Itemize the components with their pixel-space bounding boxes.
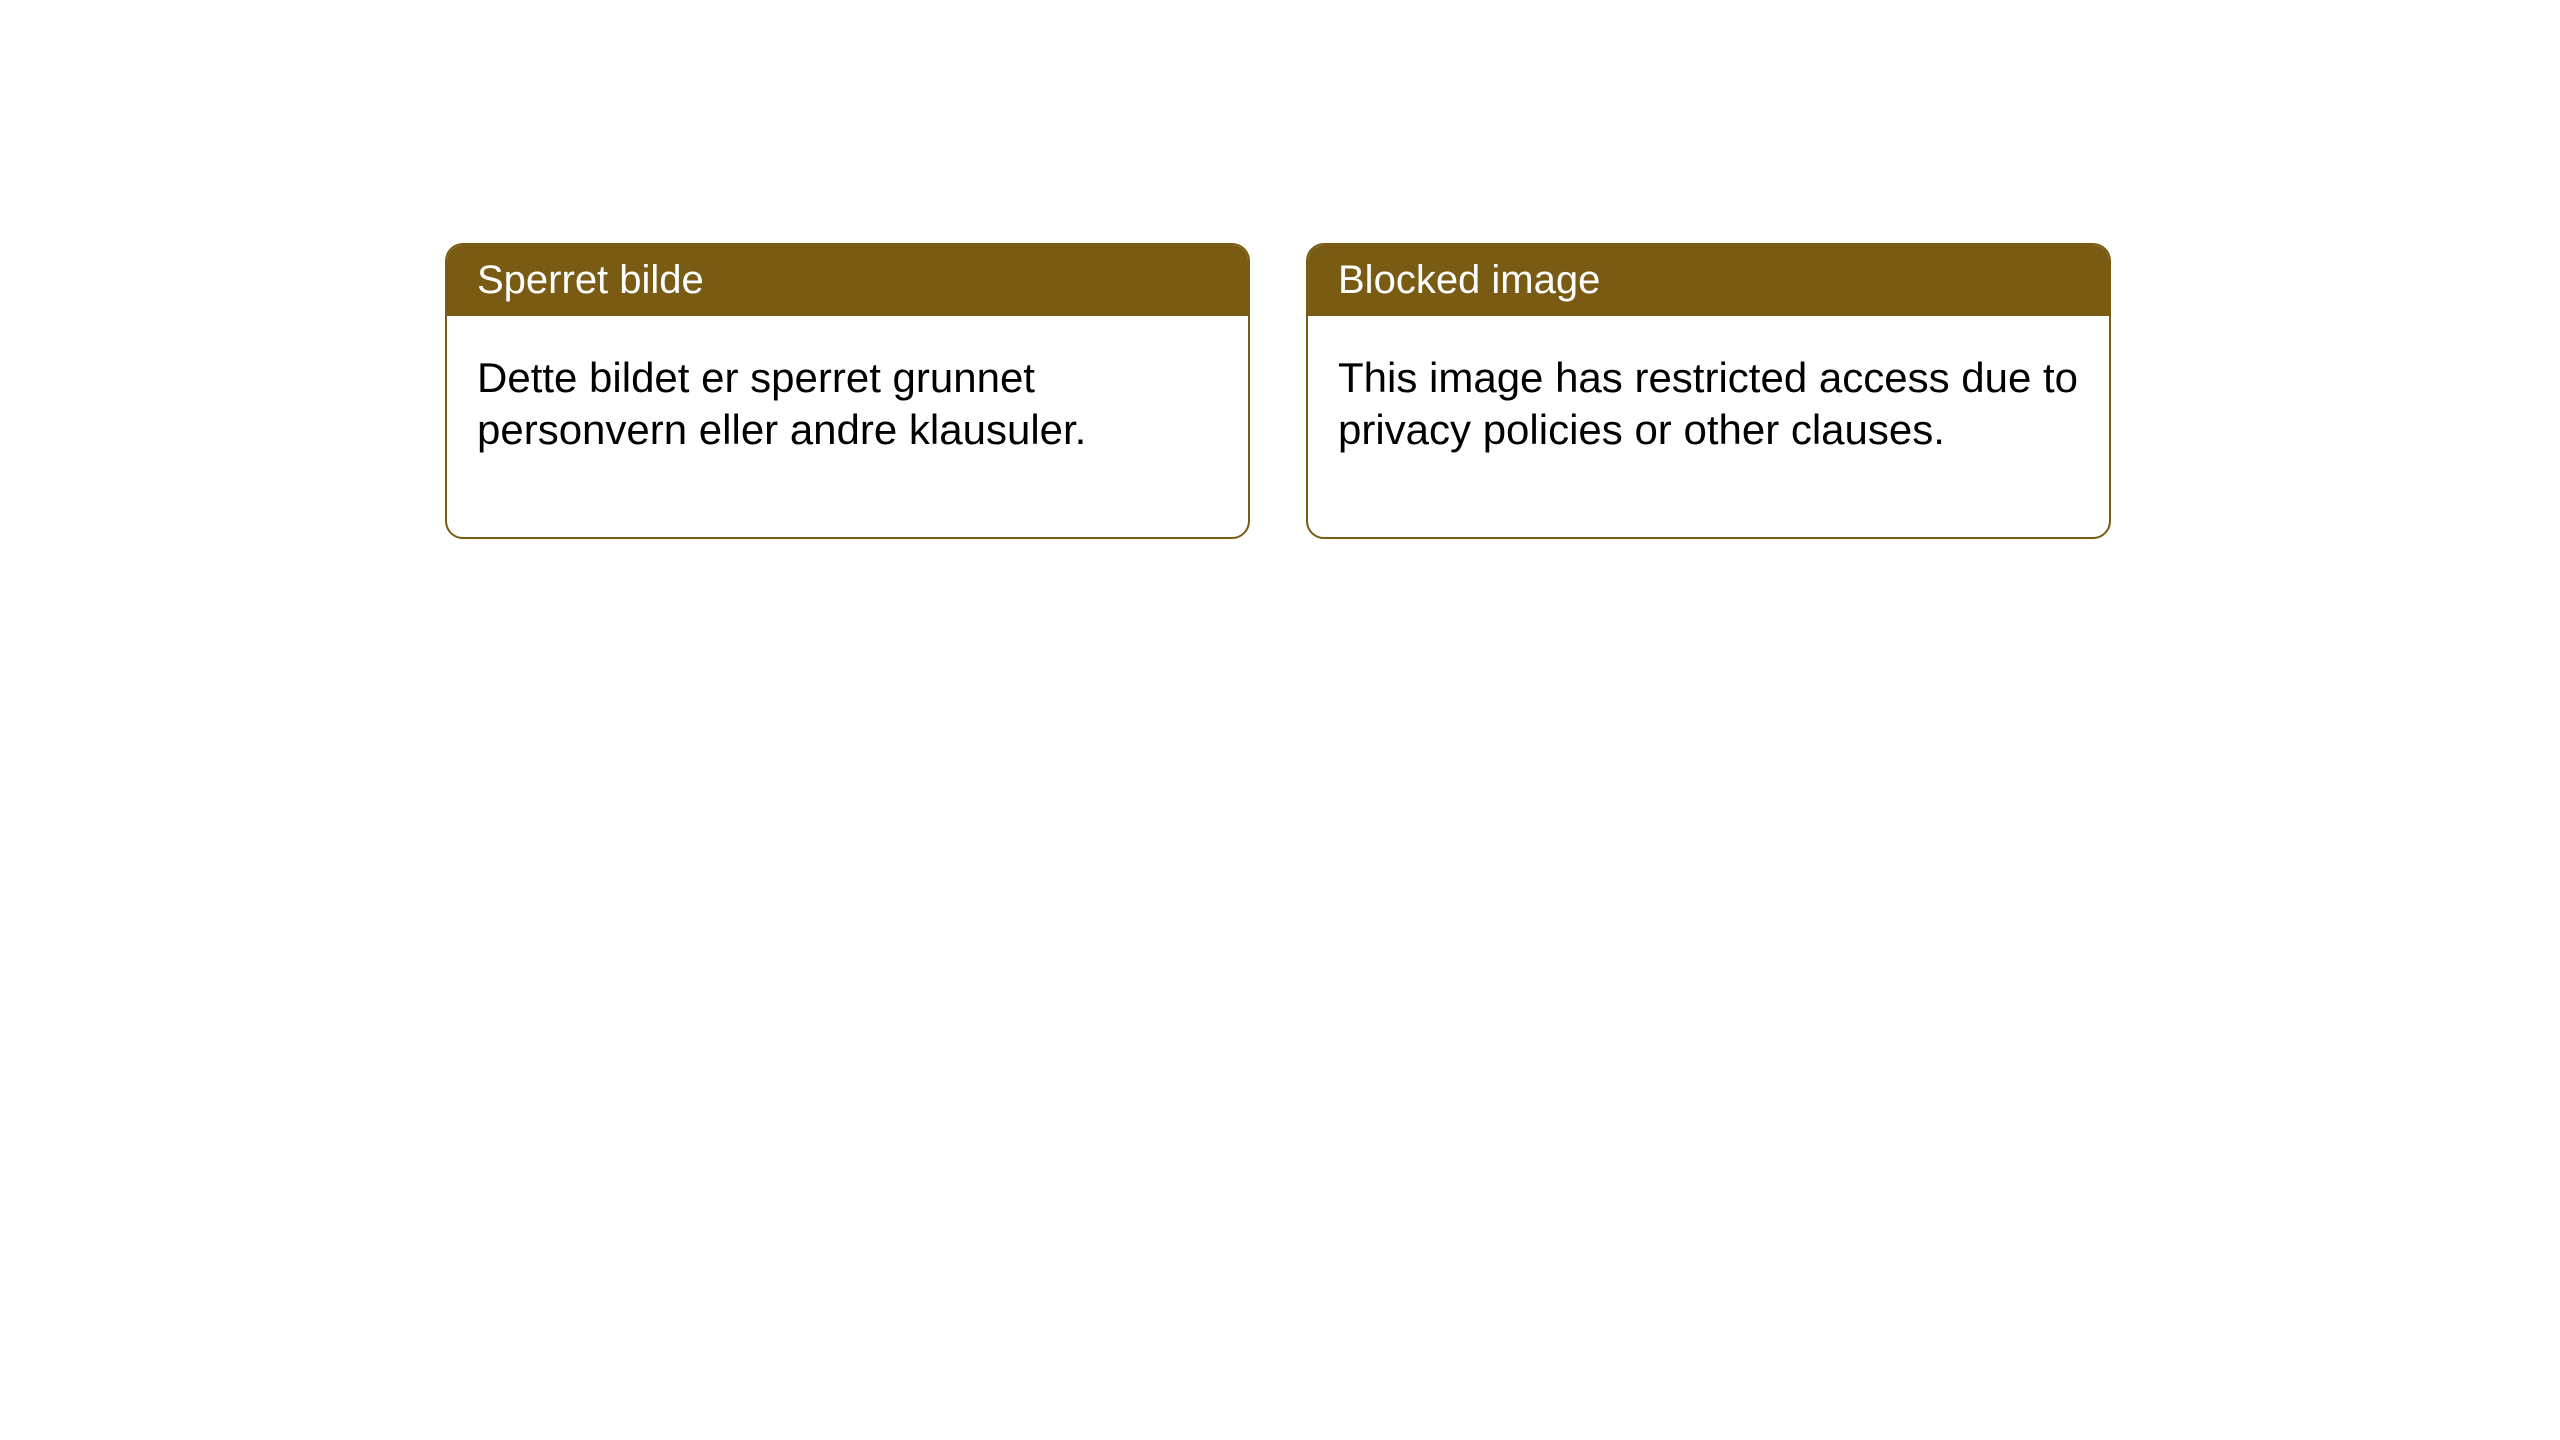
notice-card-body: Dette bildet er sperret grunnet personve… xyxy=(447,316,1248,537)
notice-cards-container: Sperret bilde Dette bildet er sperret gr… xyxy=(445,243,2111,539)
notice-card-title: Sperret bilde xyxy=(447,245,1248,316)
notice-card-body: This image has restricted access due to … xyxy=(1308,316,2109,537)
notice-card-title: Blocked image xyxy=(1308,245,2109,316)
notice-card-english: Blocked image This image has restricted … xyxy=(1306,243,2111,539)
notice-card-norwegian: Sperret bilde Dette bildet er sperret gr… xyxy=(445,243,1250,539)
